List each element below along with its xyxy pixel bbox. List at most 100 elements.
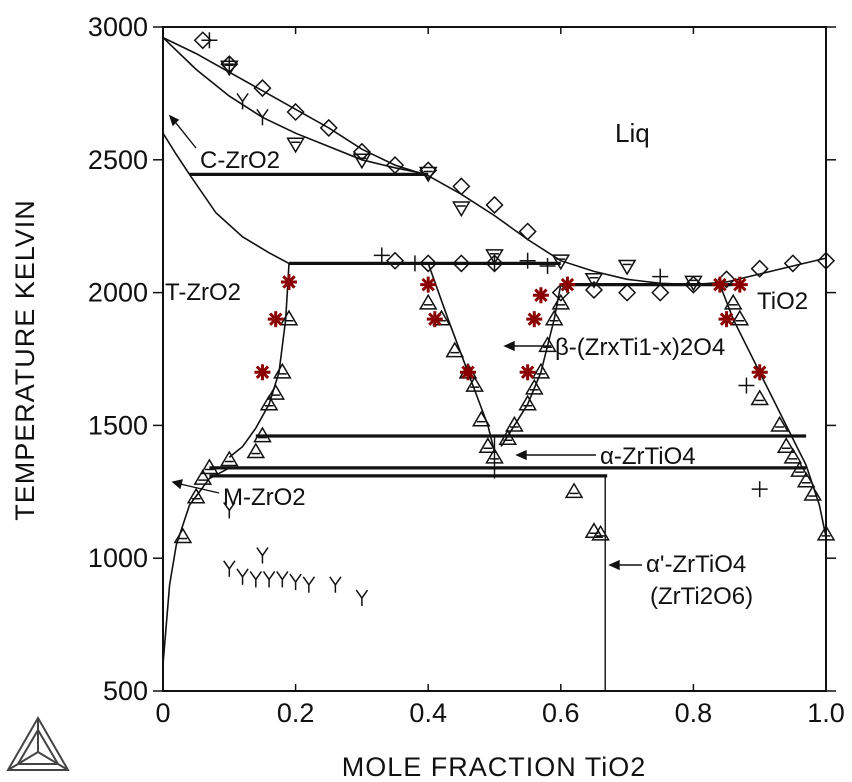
- down-triangle-marker: [485, 249, 504, 265]
- red-asterisk-arm: [282, 275, 296, 289]
- up-triangle-marker: [279, 309, 299, 326]
- up-triangle-marker: [193, 469, 213, 485]
- up-triangle-marker: [770, 415, 789, 432]
- label-m-zro2: M-ZrO2: [223, 484, 306, 511]
- up-triangle-marker: [505, 415, 524, 432]
- up-triangle-marker: [796, 471, 816, 488]
- red-asterisk-marker: [526, 311, 543, 328]
- down-triangle-marker: [452, 201, 471, 218]
- up-triangle-marker: [471, 410, 491, 427]
- x-tick-label: 0.4: [409, 698, 447, 728]
- diamond-marker: [452, 177, 471, 196]
- x-tick-label: 0: [155, 698, 170, 728]
- logo-line-left: [7, 751, 39, 771]
- boundary-beta-right: [500, 284, 562, 448]
- down-triangle-marker: [551, 254, 571, 271]
- red-asterisk-marker: [426, 311, 443, 328]
- up-triangle-marker: [485, 447, 504, 464]
- up-triangle-marker: [518, 394, 537, 411]
- annotation-arrows: [168, 114, 642, 571]
- y-tick-label: 2000: [88, 278, 148, 308]
- diamond-marker: [419, 254, 438, 273]
- up-triangle-marker: [186, 487, 206, 504]
- red-asterisk-marker: [519, 364, 536, 381]
- up-triangle-marker: [219, 450, 239, 467]
- up-triangle-marker: [445, 341, 465, 358]
- label-liq: Liq: [615, 118, 650, 148]
- arrow-beta-head: [503, 340, 515, 352]
- up-triangle-marker: [266, 384, 286, 400]
- x-tick-label: 1.0: [807, 698, 845, 728]
- logo-line-right: [37, 751, 69, 771]
- up-triangle-marker: [803, 484, 823, 501]
- down-triangle-marker: [418, 166, 438, 183]
- red-asterisk-marker: [254, 364, 271, 381]
- up-triangle-marker: [246, 442, 266, 459]
- red-asterisk-marker: [267, 311, 284, 328]
- y-marker: [329, 576, 342, 587]
- up-triangle-marker: [816, 524, 836, 541]
- label-alpha: α-ZrTiO4: [600, 443, 696, 470]
- red-asterisk-arm: [752, 365, 767, 379]
- y-tick-label: 500: [103, 676, 148, 706]
- red-asterisk-marker: [751, 364, 768, 381]
- red-asterisk-arm: [534, 288, 548, 302]
- up-triangle-marker: [253, 426, 272, 443]
- boundary-m-zro2-solvus: [162, 467, 230, 665]
- arrow-alpha-prime-head: [608, 559, 620, 571]
- down-triangle-marker: [617, 259, 637, 276]
- red-asterisk-marker: [420, 276, 437, 293]
- label-alpha-prime: α'-ZrTiO4: [646, 551, 746, 578]
- y-marker: [256, 108, 269, 119]
- up-triangle-marker: [564, 482, 584, 499]
- y-tick-label: 1000: [88, 543, 148, 573]
- y-tick-label: 3000: [88, 12, 148, 42]
- plot-frame: [162, 26, 827, 692]
- red-asterisk-marker: [459, 364, 476, 381]
- diamond-marker: [385, 156, 405, 175]
- boundary-beta-left: [427, 263, 496, 453]
- arrow-m-zro2-head: [171, 479, 183, 490]
- y-marker: [355, 589, 369, 600]
- logo-inner-triangle: [16, 728, 60, 765]
- diamond-marker: [651, 283, 670, 302]
- x-tick-label: 0.2: [277, 698, 315, 728]
- diamond-marker: [750, 259, 769, 278]
- boundary-t-zro2-solvus: [228, 263, 290, 458]
- y-axis-label: TEMPERATURE KELVIN: [10, 199, 40, 521]
- red-asterisk-marker: [559, 276, 576, 293]
- up-triangle-marker: [498, 429, 518, 446]
- arrow-m-zro2: [175, 482, 220, 494]
- y-marker: [223, 560, 236, 571]
- y-marker: [236, 568, 249, 579]
- logo-outer-triangle: [6, 715, 70, 771]
- red-asterisk-marker: [280, 273, 297, 290]
- diamond-marker: [385, 251, 405, 270]
- boundary-tio2-solvus: [719, 284, 827, 538]
- red-asterisk-arm: [719, 312, 734, 326]
- up-triangle-marker: [750, 389, 770, 406]
- red-asterisk-arm: [268, 312, 283, 326]
- up-triangle-marker: [531, 362, 551, 379]
- diamond-marker: [452, 254, 471, 273]
- diamond-marker: [253, 79, 272, 98]
- up-triangle-marker: [418, 293, 438, 310]
- x-tick-label: 0.8: [675, 698, 713, 728]
- diamond-marker: [286, 102, 305, 122]
- y-tick-label: 1500: [88, 410, 148, 440]
- red-asterisk-arm: [713, 277, 727, 292]
- y-tick-label: 2500: [88, 145, 148, 175]
- y-marker: [249, 571, 263, 581]
- diamond-marker: [783, 254, 802, 273]
- red-asterisk-arm: [520, 365, 535, 379]
- x-axis-label: MOLE FRACTION TiO2: [342, 752, 647, 782]
- boundary-liquidus-left: [162, 36, 727, 286]
- red-asterisk-arm: [421, 277, 435, 292]
- up-triangle-marker: [790, 461, 809, 477]
- boundary-c-t-boundary-lower: [188, 173, 290, 265]
- up-triangle-marker: [173, 527, 193, 544]
- up-triangle-marker: [723, 293, 743, 310]
- diamond-marker: [584, 280, 604, 300]
- down-triangle-marker: [286, 137, 305, 154]
- diamond-marker: [485, 195, 504, 215]
